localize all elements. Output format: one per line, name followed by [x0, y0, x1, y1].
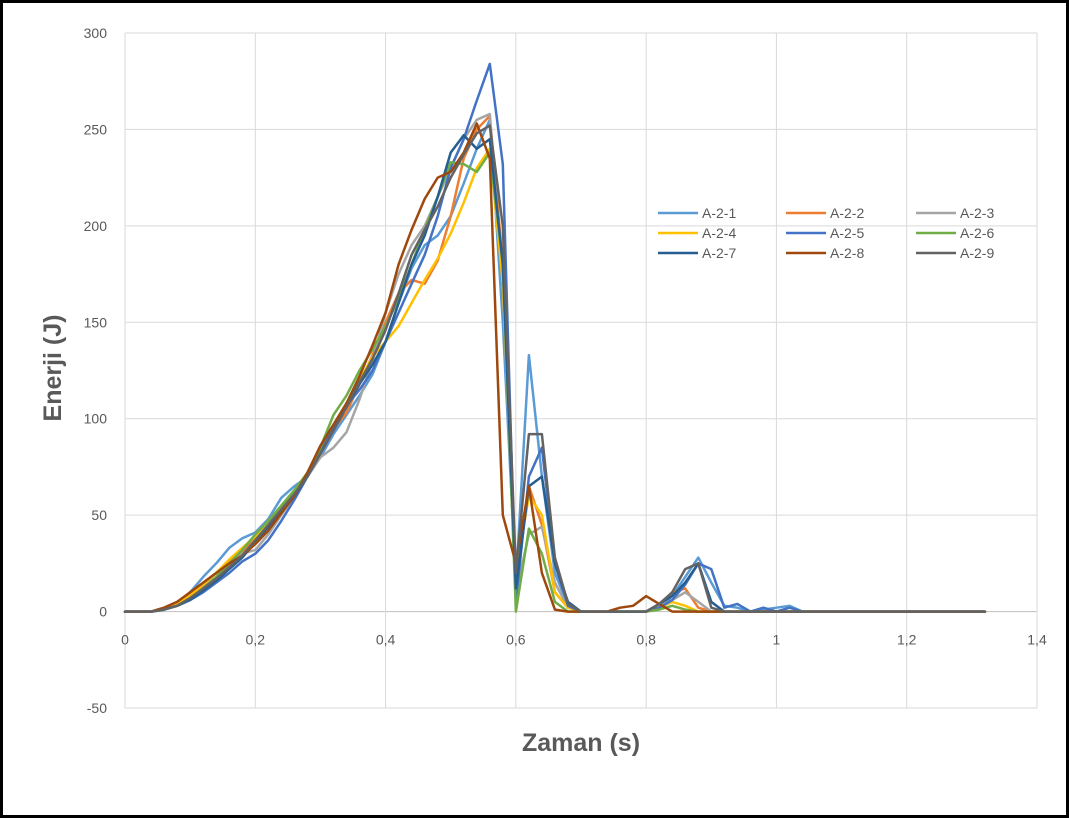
x-tick-label: 0,2 — [246, 632, 266, 648]
y-tick-label: 200 — [84, 218, 108, 234]
y-tick-label: 300 — [84, 25, 108, 41]
x-tick-label: 0 — [121, 632, 129, 648]
x-tick-label: 1,4 — [1027, 632, 1047, 648]
y-tick-label: 250 — [84, 121, 108, 137]
y-axis-title: Enerji (J) — [39, 315, 67, 422]
legend-item: A-2-5 — [786, 225, 864, 241]
legend: A-2-1 A-2-2 A-2-3 A-2-4 A-2-5 A-2-6 A-2-7 A-2-8… — [658, 205, 994, 261]
legend-label: A-2-8 — [830, 245, 864, 261]
y-tick-label: -50 — [87, 700, 107, 716]
x-tick-label: 0,6 — [506, 632, 526, 648]
legend-label: A-2-7 — [702, 245, 736, 261]
legend-label: A-2-5 — [830, 225, 864, 241]
series-line-a-2-9 — [123, 124, 987, 613]
legend-label: A-2-9 — [960, 245, 994, 261]
legend-item: A-2-6 — [916, 225, 994, 241]
y-tick-label: 50 — [91, 507, 107, 523]
legend-label: A-2-2 — [830, 205, 864, 221]
legend-item: A-2-1 — [658, 205, 736, 221]
legend-label: A-2-3 — [960, 205, 994, 221]
legend-item: A-2-4 — [658, 225, 736, 241]
y-tick-label: 150 — [84, 314, 108, 330]
x-tick-label: 1,2 — [897, 632, 917, 648]
x-tick-labels: 0 0,2 0,4 0,6 0,8 1 1,2 1,4 — [121, 632, 1047, 648]
y-tick-labels: -50 0 50 100 150 200 250 300 — [84, 25, 108, 716]
series-lines — [123, 62, 987, 613]
series-line-a-2-5 — [123, 62, 987, 613]
y-tick-label: 100 — [84, 411, 108, 427]
legend-label: A-2-4 — [702, 225, 736, 241]
legend-item: A-2-8 — [786, 245, 864, 261]
legend-item: A-2-2 — [786, 205, 864, 221]
legend-label: A-2-1 — [702, 205, 736, 221]
x-axis-title: Zaman (s) — [522, 729, 640, 757]
line-chart: 0 0,2 0,4 0,6 0,8 1 1,2 1,4 -50 0 50 100 150 200 250 3… — [39, 25, 1047, 757]
x-tick-label: 0,8 — [636, 632, 656, 648]
y-tick-label: 0 — [99, 604, 107, 620]
legend-label: A-2-6 — [960, 225, 994, 241]
legend-item: A-2-9 — [916, 245, 994, 261]
x-tick-label: 1 — [773, 632, 781, 648]
x-tick-label: 0,4 — [376, 632, 396, 648]
gridlines — [124, 32, 1038, 709]
legend-item: A-2-7 — [658, 245, 736, 261]
legend-item: A-2-3 — [916, 205, 994, 221]
